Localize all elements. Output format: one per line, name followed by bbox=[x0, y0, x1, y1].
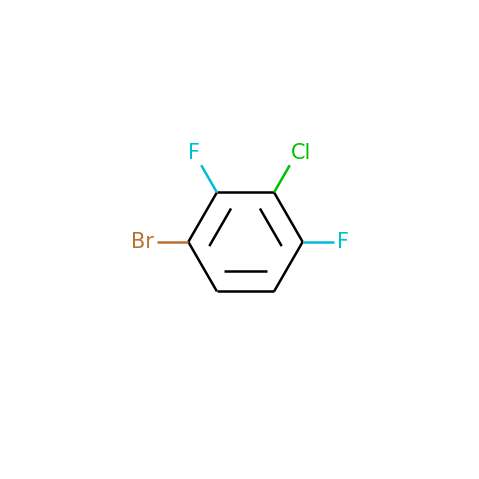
Text: F: F bbox=[337, 232, 349, 252]
Text: Br: Br bbox=[131, 232, 154, 252]
Text: Cl: Cl bbox=[291, 143, 312, 163]
Text: F: F bbox=[188, 143, 200, 163]
